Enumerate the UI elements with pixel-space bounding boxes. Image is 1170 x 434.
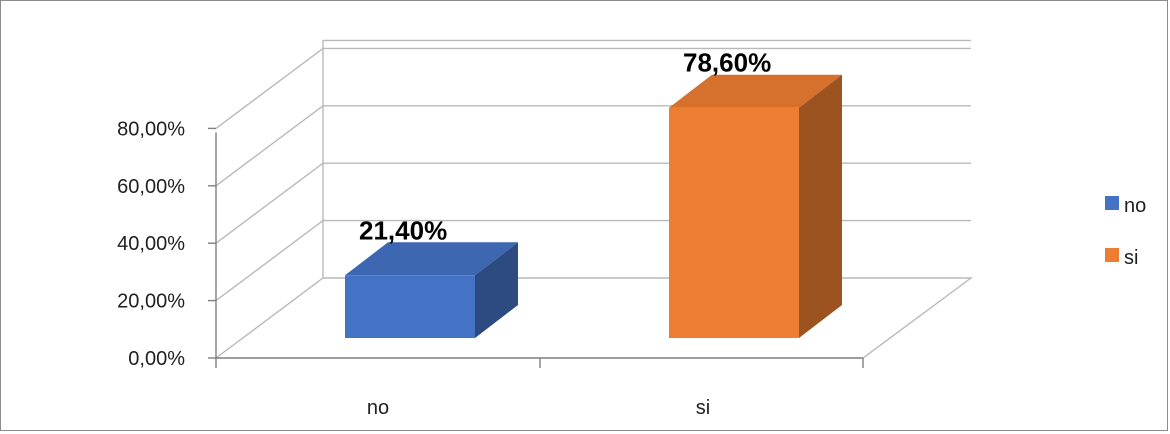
grid-line — [216, 48, 971, 128]
legend-swatch-no — [1105, 196, 1119, 210]
grid-line — [216, 106, 971, 186]
y-tick-label: 0,00% — [128, 348, 185, 370]
x-tick-label-no: no — [367, 397, 389, 419]
bar-si-side — [799, 75, 842, 338]
x-tick-label-si: si — [696, 397, 710, 419]
floor-outline — [216, 278, 971, 358]
bar-no-front — [345, 275, 475, 338]
y-tick-label: 80,00% — [117, 118, 185, 140]
legend: no si — [1105, 195, 1146, 269]
bar-si-front — [669, 108, 799, 338]
grid-layer — [216, 40, 971, 358]
legend-swatch-si — [1105, 248, 1119, 262]
data-label-no: 21,40% — [359, 215, 447, 245]
grid-line — [216, 163, 971, 243]
legend-label-si: si — [1124, 247, 1138, 269]
y-tick-label: 40,00% — [117, 233, 185, 255]
y-tick-label: 20,00% — [117, 291, 185, 313]
bar-layer — [345, 75, 842, 338]
y-tick-label: 60,00% — [117, 176, 185, 198]
data-label-si: 78,60% — [683, 48, 771, 78]
grid-line — [216, 221, 971, 301]
legend-label-no: no — [1124, 195, 1146, 217]
